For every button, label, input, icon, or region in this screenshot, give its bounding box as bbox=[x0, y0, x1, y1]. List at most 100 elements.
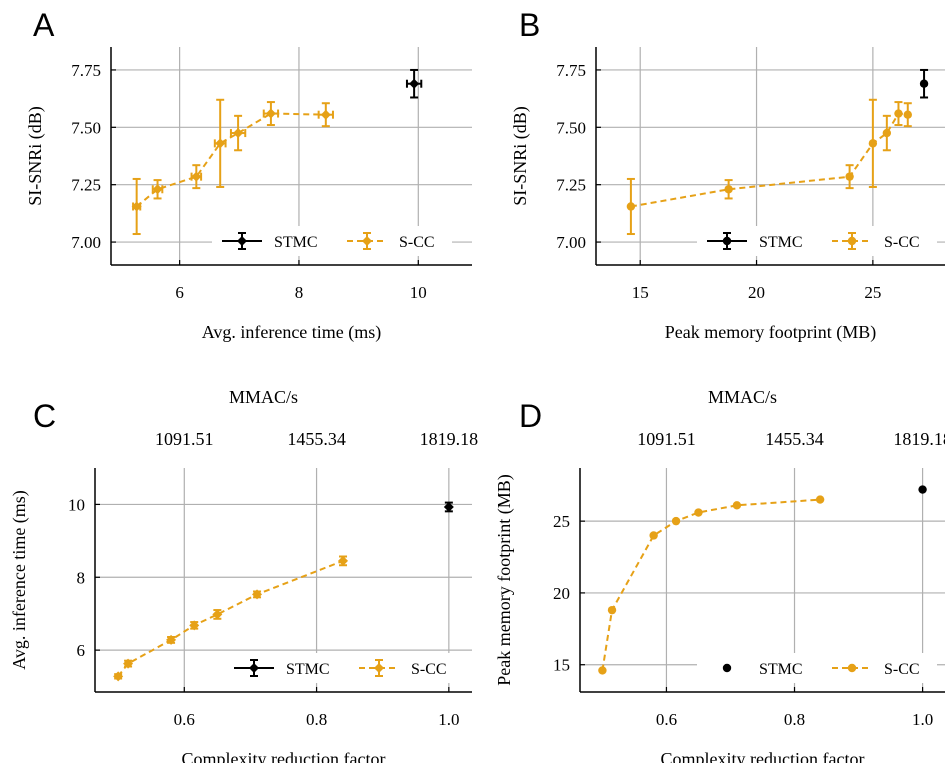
chart-panel-d: D 0.6 0.8 1.0 15 20 25 Complexity reduction fac… bbox=[494, 387, 945, 763]
series-stmc bbox=[405, 68, 423, 99]
series-scc bbox=[626, 98, 912, 236]
data-point bbox=[215, 138, 226, 149]
data-point bbox=[131, 201, 142, 212]
y-tick-label: 7.75 bbox=[556, 61, 586, 80]
top-x-tick-label: 1091.51 bbox=[155, 429, 214, 449]
x-axis-label: Peak memory footprint (MB) bbox=[665, 322, 876, 343]
y-tick-label: 10 bbox=[68, 495, 85, 514]
top-x-tick-label: 1091.51 bbox=[637, 429, 696, 449]
data-point bbox=[191, 171, 202, 182]
legend-label: STMC bbox=[759, 234, 803, 251]
legend-swatch-marker bbox=[237, 236, 247, 246]
legend-label: STMC bbox=[286, 661, 330, 678]
x-tick-label: 10 bbox=[410, 283, 427, 302]
panel-letter: A bbox=[33, 7, 55, 43]
x-tick-label: 15 bbox=[632, 283, 649, 302]
data-point bbox=[320, 109, 331, 120]
legend: STMC S-CC bbox=[697, 653, 937, 683]
legend-swatch-marker bbox=[847, 236, 857, 246]
y-tick-label: 7.25 bbox=[556, 176, 586, 195]
x-tick-label: 1.0 bbox=[912, 710, 933, 729]
y-tick-label: 7.50 bbox=[71, 118, 101, 137]
chart-panel-c: C 0.6 0.8 1.0 6 8 10 Complexity reduction facto… bbox=[9, 387, 478, 763]
data-point bbox=[189, 620, 200, 631]
legend-box bbox=[697, 653, 937, 683]
data-point bbox=[113, 671, 124, 682]
legend-label: S-CC bbox=[399, 234, 435, 251]
y-tick-label: 8 bbox=[77, 568, 86, 587]
legend-label: S-CC bbox=[411, 661, 447, 678]
y-tick-label: 7.25 bbox=[71, 176, 101, 195]
legend-swatch-marker bbox=[847, 663, 857, 673]
x-tick-label: 0.8 bbox=[306, 710, 327, 729]
legend-label: STMC bbox=[274, 234, 318, 251]
y-tick-label: 7.50 bbox=[556, 118, 586, 137]
top-x-tick-label: 1455.34 bbox=[287, 429, 346, 449]
data-point bbox=[732, 501, 742, 510]
data-point bbox=[894, 109, 903, 118]
panel-letter: B bbox=[519, 7, 540, 43]
y-axis-label: Peak memory footprint (MB) bbox=[494, 474, 515, 685]
legend-swatch-marker bbox=[722, 236, 732, 246]
legend-swatch-marker bbox=[362, 236, 372, 246]
x-tick-label: 6 bbox=[175, 283, 184, 302]
legend-label: STMC bbox=[759, 661, 803, 678]
data-point bbox=[919, 79, 929, 88]
series-scc bbox=[131, 98, 334, 236]
data-point bbox=[152, 184, 163, 195]
y-axis-label: SI-SNRi (dB) bbox=[510, 106, 531, 206]
x-axis-label: Complexity reduction factor bbox=[182, 749, 386, 763]
data-point bbox=[409, 78, 420, 89]
legend: STMC S-CC bbox=[224, 653, 464, 683]
panel-letter: C bbox=[33, 398, 56, 434]
data-point bbox=[649, 531, 658, 540]
data-point bbox=[252, 589, 263, 600]
legend-label: S-CC bbox=[884, 234, 920, 251]
y-axis-label: Avg. inference time (ms) bbox=[9, 490, 30, 670]
x-tick-label: 0.8 bbox=[784, 710, 805, 729]
y-tick-label: 25 bbox=[553, 512, 570, 531]
legend-swatch-marker bbox=[722, 663, 732, 673]
data-point bbox=[724, 185, 733, 194]
data-point bbox=[868, 139, 878, 148]
data-point bbox=[338, 555, 349, 566]
series-stmc bbox=[918, 485, 927, 494]
series-scc bbox=[113, 555, 349, 682]
y-tick-label: 7.00 bbox=[71, 233, 101, 252]
series-scc bbox=[598, 495, 825, 675]
y-tick-label: 7.75 bbox=[71, 61, 101, 80]
data-point bbox=[694, 508, 703, 517]
data-point bbox=[671, 516, 681, 526]
data-point bbox=[212, 609, 223, 620]
legend-label: S-CC bbox=[884, 661, 920, 678]
x-tick-label: 8 bbox=[295, 283, 304, 302]
series-stmc bbox=[919, 68, 929, 99]
series-line bbox=[601, 498, 821, 671]
y-axis-label: SI-SNRi (dB) bbox=[25, 106, 46, 206]
x-tick-label: 25 bbox=[864, 283, 881, 302]
top-x-tick-label: 1819.18 bbox=[893, 429, 945, 449]
top-axis-title: MMAC/s bbox=[229, 387, 298, 407]
legend: STMC S-CC bbox=[212, 226, 452, 256]
top-x-tick-label: 1819.18 bbox=[420, 429, 479, 449]
data-point bbox=[607, 605, 617, 615]
y-tick-label: 15 bbox=[553, 656, 570, 675]
data-point bbox=[265, 108, 276, 119]
top-x-tick-label: 1455.34 bbox=[765, 429, 824, 449]
x-tick-label: 20 bbox=[748, 283, 765, 302]
legend: STMC S-CC bbox=[697, 226, 937, 256]
data-point bbox=[598, 666, 607, 675]
data-point bbox=[233, 128, 244, 139]
x-axis-label: Complexity reduction factor bbox=[661, 749, 865, 763]
data-point bbox=[845, 172, 854, 181]
data-point bbox=[882, 128, 892, 138]
panel-letter: D bbox=[519, 398, 542, 434]
series-stmc bbox=[443, 501, 454, 513]
x-tick-label: 0.6 bbox=[174, 710, 195, 729]
x-tick-label: 0.6 bbox=[656, 710, 677, 729]
y-tick-label: 7.00 bbox=[556, 233, 586, 252]
top-axis-title: MMAC/s bbox=[708, 387, 777, 407]
legend-swatch-marker bbox=[249, 663, 259, 673]
data-point bbox=[903, 110, 912, 119]
